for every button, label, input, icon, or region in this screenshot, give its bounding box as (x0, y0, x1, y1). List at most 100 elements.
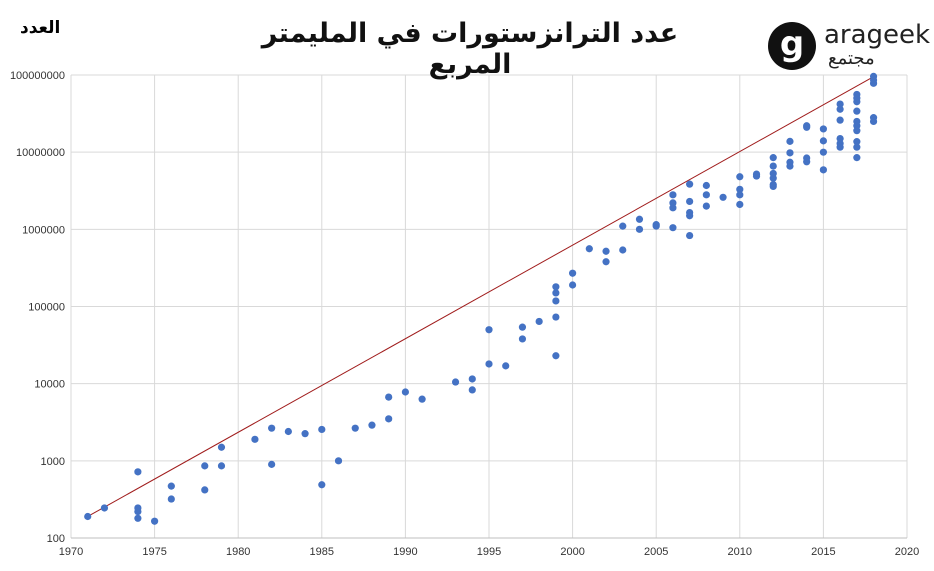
data-point (552, 352, 560, 360)
data-point (752, 172, 761, 180)
data-point (268, 460, 276, 468)
data-point (301, 430, 309, 438)
data-point (217, 443, 226, 451)
x-tick-label: 2020 (895, 546, 919, 558)
y-tick-label: 100000 (28, 302, 65, 314)
data-point (318, 425, 326, 434)
data-point (552, 297, 560, 305)
data-point (652, 222, 660, 230)
logo-icon: g (768, 22, 816, 70)
y-axis-label: العدد (20, 18, 61, 38)
data-point (401, 388, 409, 396)
data-point (284, 427, 292, 436)
data-point (853, 127, 861, 135)
data-point (853, 154, 861, 162)
data-point (100, 504, 109, 512)
data-point (167, 482, 175, 490)
data-point (836, 105, 844, 113)
data-point (686, 231, 694, 240)
data-point (769, 154, 777, 162)
y-tick-label: 1000 (41, 456, 65, 468)
data-point (819, 166, 828, 174)
x-tick-label: 1990 (393, 546, 417, 558)
data-point (468, 386, 476, 394)
x-tick-label: 1995 (477, 546, 501, 558)
data-point (853, 143, 861, 151)
y-tick-label: 100000000 (10, 70, 65, 82)
x-tick-label: 1970 (59, 546, 83, 558)
data-point (518, 335, 527, 343)
data-point (201, 462, 209, 470)
data-point (836, 100, 844, 108)
data-point (619, 222, 627, 230)
y-tick-label: 10000000 (16, 147, 65, 159)
data-point (552, 313, 560, 321)
data-point (502, 362, 510, 370)
data-point (819, 137, 828, 145)
data-point (385, 415, 393, 423)
data-point (702, 202, 710, 210)
data-point (167, 495, 175, 503)
data-point (736, 200, 744, 209)
data-point (869, 117, 878, 126)
data-point (151, 517, 159, 525)
data-point (769, 162, 777, 170)
data-point (251, 435, 259, 443)
data-point (602, 258, 610, 266)
x-tick-label: 2005 (644, 546, 668, 558)
data-point (686, 212, 694, 220)
data-point (786, 137, 794, 145)
data-point (736, 185, 744, 193)
y-tick-label: 100 (47, 533, 65, 545)
data-point (853, 138, 861, 146)
logo-name: arageek (824, 20, 931, 50)
data-point (518, 323, 527, 331)
data-point (351, 424, 359, 432)
data-point (853, 98, 861, 106)
logo-arabic: مجتمع (828, 48, 875, 69)
data-point (418, 395, 426, 403)
y-tick-label: 10000 (34, 379, 65, 391)
y-tick-label: 1000000 (22, 224, 65, 236)
data-point (451, 378, 460, 386)
x-tick-label: 1985 (310, 546, 334, 558)
data-point (569, 269, 577, 277)
data-point (552, 283, 560, 291)
data-point (569, 281, 577, 289)
data-point (719, 193, 727, 201)
data-point (669, 204, 677, 212)
data-point (803, 158, 811, 166)
x-tick-label: 2015 (811, 546, 835, 558)
x-tick-label: 1975 (142, 546, 166, 558)
data-point (84, 512, 92, 521)
data-point (217, 462, 226, 470)
data-point (702, 191, 710, 199)
data-point (702, 181, 710, 190)
data-point (669, 224, 677, 232)
x-tick-label: 1980 (226, 546, 250, 558)
data-point (602, 247, 610, 255)
data-point (635, 225, 644, 233)
data-point (836, 116, 844, 124)
data-point (385, 393, 393, 401)
data-point (268, 424, 276, 432)
data-point (201, 486, 209, 494)
data-point (635, 215, 644, 223)
data-point (869, 79, 878, 87)
data-point (368, 421, 376, 429)
arageek-logo: g arageek مجتمع (768, 20, 931, 74)
data-point (836, 143, 844, 151)
data-point (468, 375, 476, 383)
data-point (803, 123, 811, 131)
data-point (736, 173, 744, 181)
data-point (686, 197, 694, 206)
data-point (819, 125, 828, 133)
data-point (769, 182, 777, 191)
data-point (318, 481, 326, 489)
data-point (134, 514, 142, 522)
data-point (334, 457, 343, 465)
data-point (134, 507, 142, 516)
data-point (485, 360, 493, 368)
data-point (619, 246, 627, 254)
